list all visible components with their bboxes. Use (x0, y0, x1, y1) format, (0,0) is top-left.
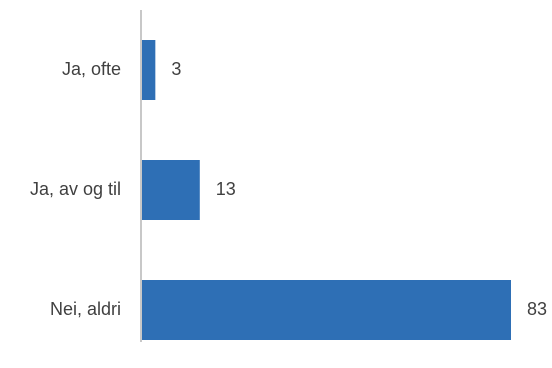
bar-1 (142, 40, 156, 100)
bar-2 (142, 160, 200, 220)
data-label: 13 (216, 179, 236, 199)
bar-3 (142, 280, 511, 340)
bars-group: Ja, ofte 3 Ja, av og til 13 Nei, aldri 83 (30, 40, 547, 340)
category-label: Ja, av og til (30, 179, 121, 199)
category-label: Nei, aldri (50, 299, 121, 319)
data-label: 83 (527, 299, 547, 319)
category-label: Ja, ofte (62, 59, 121, 79)
data-label: 3 (171, 59, 181, 79)
